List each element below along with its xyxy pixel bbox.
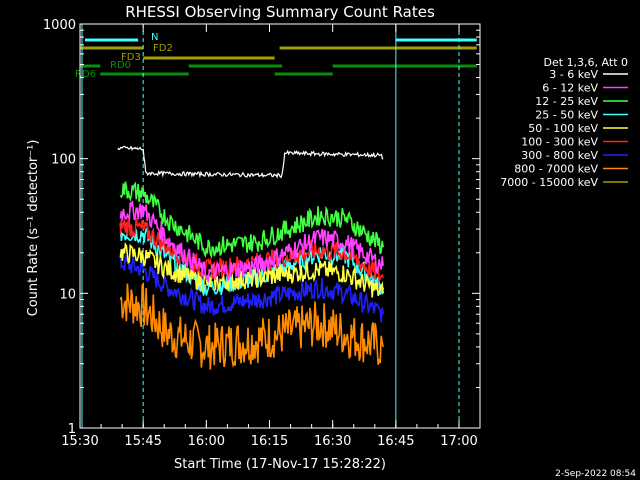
legend-label: 25 - 50 keV (535, 109, 598, 122)
x-tick-label: 16:00 (188, 434, 225, 449)
series-line (119, 282, 384, 370)
legend-label: 800 - 7000 keV (514, 163, 598, 176)
flag-label: N (151, 32, 158, 43)
flag-label: RD0 (110, 60, 131, 71)
series-line (119, 252, 384, 323)
flag-label: FD3 (121, 52, 141, 63)
flag-label: FD2 (153, 43, 173, 54)
flag-label: RD6 (75, 69, 96, 80)
axis-ticks: 15:30 15:45 16:00 16:15 16:30 16:45 17:00 1 10 10… (43, 18, 480, 449)
legend-label: 300 - 800 keV (521, 149, 598, 162)
legend-header: Det 1,3,6, Att 0 (544, 56, 628, 69)
x-tick-label: 15:45 (124, 434, 161, 449)
plot-border (79, 23, 481, 429)
series-line (119, 181, 384, 260)
y-tick-label: 1 (68, 422, 76, 437)
series-line (119, 200, 384, 283)
x-tick-label: 16:15 (251, 434, 288, 449)
legend-label: 50 - 100 keV (528, 122, 598, 135)
series-line (119, 241, 384, 298)
legend-label: 6 - 12 keV (542, 82, 598, 95)
y-tick-label: 100 (51, 153, 76, 168)
legend-label: 12 - 25 keV (535, 95, 598, 108)
footer-date: 2-Sep-2022 08:54 (555, 469, 636, 479)
y-tick-label: 10 (59, 287, 76, 302)
y-tick-label: 1000 (43, 18, 76, 33)
x-tick-label: 16:30 (314, 434, 351, 449)
legend-label: 3 - 6 keV (549, 68, 598, 81)
x-axis-label: Start Time (17-Nov-17 15:28:22) (174, 457, 386, 472)
x-tick-label: 15:30 (61, 434, 98, 449)
y-axis-label: Count Rate (s⁻¹ detector⁻¹) (26, 140, 41, 317)
x-tick-label: 16:45 (377, 434, 414, 449)
x-tick-label: 17:00 (440, 434, 477, 449)
chart-title: RHESSI Observing Summary Count Rates (125, 3, 435, 21)
series-line (117, 145, 384, 179)
legend-label: 7000 - 15000 keV (500, 176, 598, 189)
series-lines (117, 145, 384, 370)
plot-frame (79, 23, 481, 429)
legend-label: 100 - 300 keV (521, 136, 598, 149)
